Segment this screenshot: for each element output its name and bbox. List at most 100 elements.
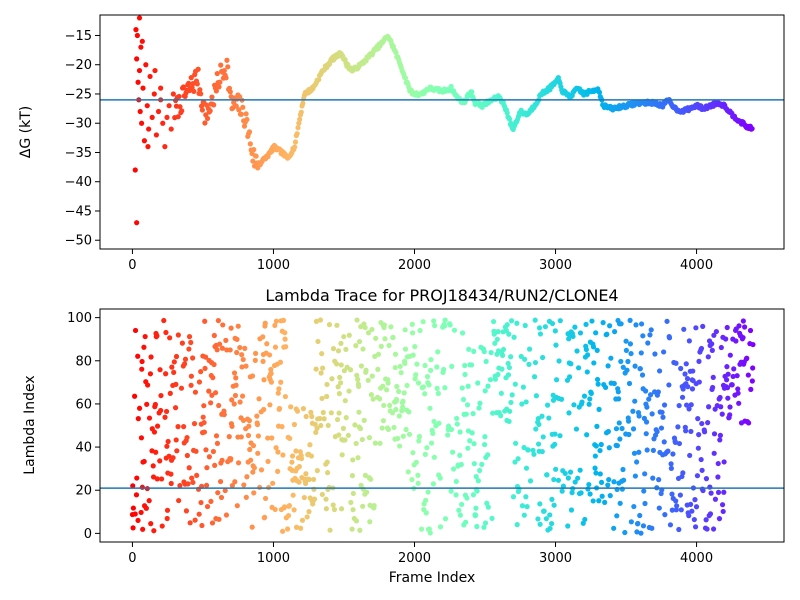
dg-point: [197, 87, 203, 93]
lambda-point: [174, 448, 180, 454]
lambda-point: [201, 403, 207, 409]
lambda-point: [527, 478, 534, 484]
dg-x-tick-label: 1000: [257, 258, 290, 273]
lambda-point: [588, 390, 594, 396]
lambda-point: [597, 447, 603, 454]
lambda-point: [636, 413, 642, 419]
lambda-point: [239, 393, 246, 399]
lambda-point: [695, 445, 701, 451]
lambda-point: [251, 465, 257, 471]
lambda-point: [394, 383, 400, 390]
lambda-point: [348, 499, 354, 506]
lambda-point: [642, 471, 648, 477]
lambda-point: [631, 450, 638, 456]
lambda-point: [508, 354, 514, 360]
lambda-point: [324, 393, 330, 400]
lambda-point: [509, 392, 515, 398]
lambda-point: [220, 322, 226, 328]
lambda-point: [380, 383, 386, 389]
lambda-point: [682, 371, 688, 377]
lambda-point: [638, 530, 644, 536]
lambda-point: [350, 507, 356, 513]
lambda-point: [311, 476, 317, 483]
lambda-point: [701, 429, 708, 435]
dg-y-tick-label: −15: [65, 29, 92, 44]
lambda-point: [543, 516, 549, 522]
lambda-point: [363, 367, 369, 373]
dg-point: [292, 139, 299, 145]
lambda-point: [635, 520, 641, 527]
lambda-point: [289, 453, 296, 459]
dg-point: [137, 108, 143, 115]
lambda-point: [661, 349, 667, 355]
lambda-point: [435, 390, 441, 397]
lambda-point: [637, 512, 643, 519]
lambda-point: [600, 320, 606, 326]
lambda-point: [661, 439, 667, 445]
lambda-point: [746, 420, 752, 426]
lambda-point: [736, 323, 742, 329]
dg-point: [170, 91, 176, 97]
lambda-point: [334, 416, 341, 423]
lambda-point: [246, 423, 252, 429]
lambda-point: [268, 379, 275, 385]
lambda-point: [146, 498, 152, 504]
lambda-point: [448, 426, 454, 433]
lambda-x-tick-label: 2000: [398, 551, 431, 566]
lambda-point: [173, 381, 179, 387]
lambda-point: [485, 504, 491, 510]
lambda-point: [181, 424, 187, 430]
lambda-point: [544, 402, 551, 408]
dg-point: [149, 114, 155, 120]
lambda-point: [336, 410, 342, 416]
dg-point: [147, 73, 153, 80]
lambda-point: [618, 358, 624, 365]
lambda-point: [357, 425, 364, 432]
lambda-point: [283, 344, 289, 350]
lambda-point: [253, 350, 259, 357]
lambda-point: [638, 350, 644, 356]
lambda-point: [358, 363, 365, 369]
lambda-point: [249, 373, 256, 379]
dg-panel: 0 1000 2000 3000 4000 −50−45−40−35−30−25−20−…: [18, 14, 785, 273]
lambda-point: [656, 505, 662, 511]
lambda-point: [459, 501, 465, 508]
lambda-point: [315, 338, 321, 345]
lambda-point: [731, 366, 737, 372]
lambda-point: [215, 317, 221, 324]
lambda-point: [506, 331, 512, 337]
lambda-point: [647, 392, 654, 398]
lambda-point: [518, 353, 524, 360]
lambda-point: [342, 398, 348, 404]
lambda-point: [190, 479, 196, 486]
lambda-point: [552, 441, 558, 447]
lambda-point: [414, 361, 420, 367]
lambda-point: [551, 476, 557, 483]
lambda-point: [482, 520, 489, 526]
lambda-point: [541, 508, 547, 514]
lambda-point: [313, 318, 320, 324]
lambda-x-ticks: 0 1000 2000 3000 4000: [128, 542, 713, 566]
dg-point: [143, 62, 149, 68]
lambda-point: [154, 476, 160, 482]
dg-y-tick-label: −50: [65, 234, 92, 249]
dg-point: [393, 50, 399, 56]
lambda-point: [355, 455, 361, 461]
lambda-point: [607, 323, 613, 329]
lambda-point: [633, 322, 639, 328]
lambda-y-tick-label: 20: [75, 484, 92, 499]
lambda-point: [375, 351, 382, 357]
lambda-point: [330, 502, 336, 508]
dg-point: [164, 114, 170, 120]
lambda-point: [614, 513, 620, 519]
lambda-point: [457, 429, 463, 435]
lambda-point: [391, 424, 397, 431]
dg-point: [134, 56, 140, 62]
lambda-point: [644, 447, 650, 453]
lambda-point: [258, 467, 265, 473]
lambda-point: [660, 414, 666, 420]
lambda-point: [649, 525, 655, 531]
dg-point: [153, 132, 160, 138]
lambda-point: [134, 475, 140, 481]
lambda-point: [643, 431, 649, 437]
